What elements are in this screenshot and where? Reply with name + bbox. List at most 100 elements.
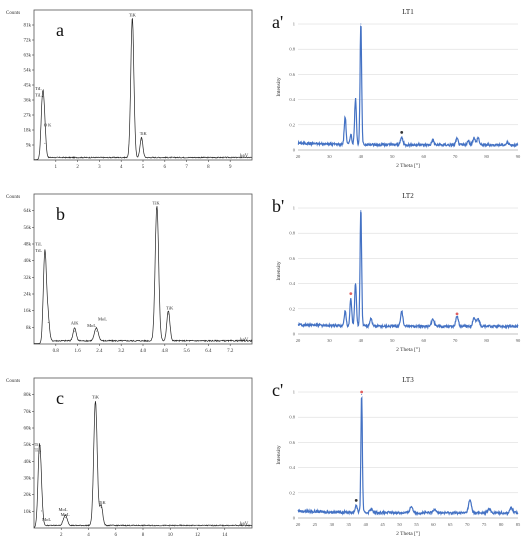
eds-peak-mark xyxy=(141,139,142,141)
y-tick-label: 72k xyxy=(24,39,32,44)
x-tick-label: 80 xyxy=(499,522,504,527)
xrd-pattern-line xyxy=(297,395,519,517)
xrd-pattern-line xyxy=(297,25,519,149)
eds-plot-frame xyxy=(33,377,253,529)
y-axis-label: Intensity xyxy=(276,77,282,96)
xrd-pattern-line xyxy=(297,211,519,330)
xrd-peak-mark xyxy=(360,23,362,25)
y-tick-label: 1 xyxy=(293,22,295,27)
eds-panel-c: Counts keV c 10k 20k 30k 40k 50k 60k 70k 80k 2 4 6 8 10… xyxy=(2,370,260,542)
x-tick-label: 14 xyxy=(222,533,228,538)
x-tick-label: 40 xyxy=(363,522,368,527)
x-tick-label: 35 xyxy=(347,522,352,527)
x-tick-label: 4 xyxy=(87,533,90,538)
peak-annotation: TiK xyxy=(99,500,107,505)
x-tick-label: 7 xyxy=(185,165,188,170)
x-tick-label: 20 xyxy=(296,154,301,159)
eds-peak-mark xyxy=(96,330,97,332)
eds-spectrum-line xyxy=(34,17,253,161)
eds-peak-mark xyxy=(74,330,76,332)
y-tick-label: 54k xyxy=(24,69,32,74)
panel-label: a' xyxy=(272,12,283,32)
peak-annotation: AlK xyxy=(71,321,80,326)
eds-plot-frame xyxy=(33,9,253,161)
y-tick-label: 0.6 xyxy=(289,72,295,77)
y-tick-label: 0.2 xyxy=(289,306,295,311)
eds-panel-a: Counts keV a 9k 18k 27k 36k 45k 54k 63k 72k 81k 1 2 3 4… xyxy=(2,2,260,174)
panel-label: c' xyxy=(272,380,283,400)
xrd-peak-mark xyxy=(355,283,357,285)
y-tick-label: 45k xyxy=(24,84,32,89)
x-tick-label: 2 xyxy=(60,533,63,538)
xrd-peak-mark xyxy=(350,298,352,300)
y-tick-label: 0.2 xyxy=(289,490,295,495)
peak-annotation: TiK xyxy=(140,131,148,136)
y-tick-label: 36k xyxy=(24,99,32,104)
x-axis-label: 2 Theta [°] xyxy=(396,162,420,169)
y-tick-label: 9k xyxy=(26,144,32,149)
xrd-peak-mark xyxy=(344,310,346,312)
xrd-peak-mark xyxy=(456,138,458,140)
y-tick-label: 24k xyxy=(24,293,32,298)
y-tick-label: 20k xyxy=(24,493,32,498)
xrd-chart-lt1: a' LT1 0 0.2 0.4 0.6 0.8 1 20 30 40 50 60 70 80 90 2 The… xyxy=(272,8,521,169)
y-tick-label: 0 xyxy=(293,516,296,521)
eds-peak-mark xyxy=(95,403,96,404)
y-tick-label: 1 xyxy=(293,390,295,395)
xrd-peak-mark xyxy=(456,315,458,317)
xrd-peak-mark xyxy=(469,499,471,501)
x-tick-label: 8 xyxy=(207,165,210,170)
x-tick-label: 40 xyxy=(359,154,364,159)
peak-annotation: MoL xyxy=(42,517,51,522)
peak-annotation: MoL xyxy=(98,316,107,321)
panel-label: c xyxy=(56,388,64,408)
x-tick-label: 12 xyxy=(195,533,201,538)
eds-plot-frame xyxy=(33,193,253,345)
x-tick-label: 1.6 xyxy=(74,349,81,354)
x-tick-label: 2 xyxy=(76,165,79,170)
x-tick-label: 70 xyxy=(465,522,470,527)
x-tick-label: 4.8 xyxy=(162,349,169,354)
y-tick-label: 40k xyxy=(24,259,32,264)
x-tick-label: 2.4 xyxy=(96,349,103,354)
y-tick-label: 27k xyxy=(24,114,32,119)
peak-annotation: O K xyxy=(44,123,52,128)
xrd-peak-mark xyxy=(434,508,436,510)
x-tick-label: 6 xyxy=(115,533,118,538)
xrd-peak-mark xyxy=(432,139,434,141)
x-tick-label: 45 xyxy=(380,522,385,527)
xrd-peak-mark xyxy=(355,99,357,101)
y-tick-label: 48k xyxy=(24,243,32,248)
x-tick-label: 80 xyxy=(484,154,489,159)
y-tick-label: 16k xyxy=(24,309,32,314)
x-tick-label: 6.4 xyxy=(205,349,212,354)
kev-label: keV xyxy=(240,522,249,527)
y-tick-label: 0.4 xyxy=(289,97,295,102)
eds-spectrum-a: Counts keV a 9k 18k 27k 36k 45k 54k 63k 72k 81k 1 2 3 4… xyxy=(6,9,253,170)
x-tick-label: 50 xyxy=(390,338,395,343)
panel-label: b' xyxy=(272,196,284,216)
x-tick-label: 4 xyxy=(120,165,123,170)
y-tick-label: 40k xyxy=(24,460,32,465)
eds-peak-mark xyxy=(42,96,44,98)
counts-label: Counts xyxy=(6,11,20,16)
xrd-panel-lt3: c' LT3 0 0.2 0.4 0.6 0.8 1 20 25 30 35 40 45 50 55 60 65 7… xyxy=(268,370,528,542)
phase-marker xyxy=(400,130,404,134)
phase-marker xyxy=(349,292,353,296)
xrd-peak-mark xyxy=(477,136,479,138)
kev-label: keV xyxy=(240,154,249,159)
peak-annotation: MoL xyxy=(61,512,70,517)
x-tick-label: 30 xyxy=(327,338,332,343)
xrd-peak-mark xyxy=(370,508,372,510)
y-tick-label: 64k xyxy=(24,209,32,214)
xrd-panel-lt1: a' LT1 0 0.2 0.4 0.6 0.8 1 20 30 40 50 60 70 80 90 2 The… xyxy=(268,2,528,174)
chart-title: LT1 xyxy=(402,8,414,16)
y-tick-label: 18k xyxy=(24,129,32,134)
phase-marker xyxy=(455,312,459,316)
xrd-chart-lt3: c' LT3 0 0.2 0.4 0.6 0.8 1 20 25 30 35 40 45 50 55 60 65 7… xyxy=(272,376,521,537)
eds-peak-mark xyxy=(39,452,40,454)
chart-title: LT3 xyxy=(402,376,414,384)
x-tick-label: 5 xyxy=(142,165,145,170)
y-tick-label: 60k xyxy=(24,427,32,432)
peak-annotation: TiK xyxy=(92,394,100,399)
